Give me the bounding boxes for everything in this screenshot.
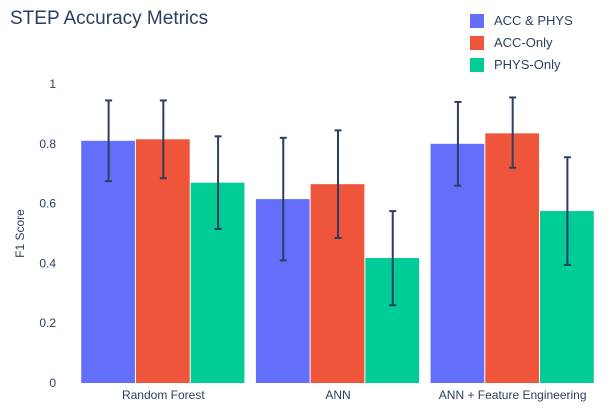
chart-title: STEP Accuracy Metrics xyxy=(10,8,209,29)
bar xyxy=(135,139,190,383)
y-tick-label: 0.6 xyxy=(39,197,56,211)
x-tick-label: Random Forest xyxy=(122,388,205,402)
legend-item-acc-phys[interactable]: ACC & PHYS xyxy=(470,10,573,32)
chart-legend: ACC & PHYS ACC-Only PHYS-Only xyxy=(470,10,573,76)
x-tick-label: ANN + Feature Engineering xyxy=(439,388,587,402)
legend-label-acc-phys: ACC & PHYS xyxy=(494,13,573,28)
bar xyxy=(485,133,540,383)
x-tick-label: ANN xyxy=(325,388,350,402)
legend-item-phys-only[interactable]: PHYS-Only xyxy=(470,54,573,76)
legend-label-phys-only: PHYS-Only xyxy=(494,57,561,72)
y-tick-label: 0.8 xyxy=(39,137,56,151)
y-tick-label: 0 xyxy=(49,376,56,390)
legend-item-acc-only[interactable]: ACC-Only xyxy=(470,32,573,54)
legend-swatch-acc-only xyxy=(470,36,484,50)
y-tick-label: 0.2 xyxy=(39,316,56,330)
y-tick-label: 1 xyxy=(49,77,56,91)
legend-swatch-phys-only xyxy=(470,58,484,72)
legend-label-acc-only: ACC-Only xyxy=(494,35,553,50)
legend-swatch-acc-phys xyxy=(470,14,484,28)
y-tick-label: 0.4 xyxy=(39,256,56,270)
y-axis-title: F1 Score xyxy=(13,209,27,258)
